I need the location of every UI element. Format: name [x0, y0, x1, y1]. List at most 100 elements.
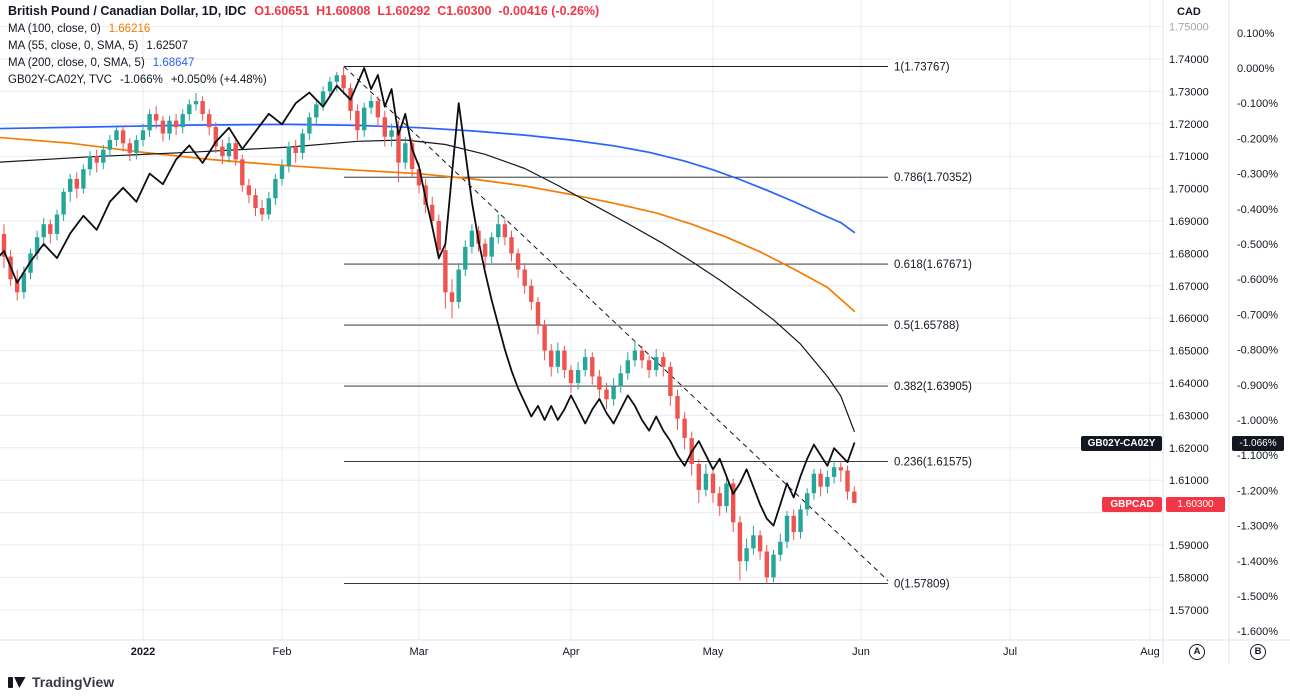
spread-value-badge: -1.066% [1232, 436, 1284, 451]
pct-tick-label[interactable]: -0.500% [1237, 239, 1278, 251]
pct-tick-label[interactable]: -0.400% [1237, 204, 1278, 216]
tradingview-logo[interactable]: TradingView [8, 674, 114, 690]
price-tick-label[interactable]: 1.61000 [1169, 475, 1209, 487]
candle-body [771, 554, 776, 578]
pct-tick-label[interactable]: -0.900% [1237, 380, 1278, 392]
pct-tick-label[interactable]: -1.200% [1237, 485, 1278, 497]
candle-body [611, 386, 616, 400]
candle-body [200, 101, 205, 115]
pct-tick-label[interactable]: 0.000% [1237, 63, 1275, 75]
price-scale-a-button[interactable]: A [1189, 644, 1205, 660]
candle-body [542, 324, 547, 351]
candle-body [61, 191, 66, 215]
candle-body [852, 491, 857, 503]
pct-tick-label[interactable]: -0.300% [1237, 169, 1278, 181]
price-tick-label[interactable]: 1.68000 [1169, 248, 1209, 260]
price-tick-label[interactable]: 1.72000 [1169, 119, 1209, 131]
price-tick-label[interactable]: 1.57000 [1169, 605, 1209, 617]
candle-body [307, 117, 312, 134]
price-tick-label[interactable]: 1.64000 [1169, 378, 1209, 390]
indicator-value: 1.62507 [146, 40, 188, 52]
price-tick-label[interactable]: 1.71000 [1169, 151, 1209, 163]
fib-level-label: 1(1.73767) [894, 62, 950, 74]
pct-tick-label[interactable]: -0.600% [1237, 274, 1278, 286]
pct-tick-label[interactable]: 0.100% [1237, 28, 1275, 40]
candle-body [253, 195, 258, 209]
legend-indicator-row-ma200[interactable]: MA (200, close, 0, SMA, 5) 1.68647 [8, 57, 599, 74]
candle-body [389, 130, 394, 137]
time-tick-label[interactable]: Jul [1003, 646, 1017, 658]
price-tick-label[interactable]: 1.58000 [1169, 572, 1209, 584]
candle-body [273, 178, 278, 199]
candle-body [167, 120, 172, 134]
candle-body [314, 104, 319, 118]
legend-symbol-row[interactable]: British Pound / Canadian Dollar, 1D, IDC… [8, 4, 599, 23]
ma-200-line[interactable] [0, 123, 856, 234]
pct-tick-label[interactable]: -1.500% [1237, 591, 1278, 603]
time-tick-label[interactable]: Aug [1140, 646, 1160, 658]
candle-body [160, 120, 166, 134]
time-tick-label[interactable]: Feb [273, 646, 292, 658]
pct-scale-b-button[interactable]: B [1250, 644, 1266, 660]
candle-body [220, 146, 225, 157]
candle-body [496, 224, 501, 238]
price-tick-label[interactable]: 1.65000 [1169, 346, 1209, 358]
price-tick-label[interactable]: 1.73000 [1169, 86, 1209, 98]
ohlc-low: L1.60292 [377, 4, 431, 18]
candle-body [784, 515, 790, 542]
indicator-label: GB02Y-CA02Y, TVC [8, 74, 112, 86]
ma-55-line[interactable] [0, 139, 855, 432]
pct-tick-label[interactable]: -0.100% [1237, 98, 1278, 110]
spread-line-gb02y-ca02y[interactable] [0, 67, 856, 527]
candle-body [293, 146, 298, 153]
trendline-dashed[interactable] [343, 66, 889, 581]
price-tick-label[interactable]: 1.62000 [1169, 443, 1209, 455]
candle-body [838, 467, 843, 471]
time-tick-label[interactable]: Mar [410, 646, 429, 658]
indicator-change: +0.050% (+4.48%) [170, 74, 267, 86]
pct-tick-label[interactable]: -1.600% [1237, 626, 1278, 638]
legend-indicator-row-ma100[interactable]: MA (100, close, 0) 1.66216 [8, 23, 599, 40]
pct-tick-label[interactable]: -1.000% [1237, 415, 1278, 427]
price-tick-label[interactable]: 1.74000 [1169, 54, 1209, 66]
price-tick-label[interactable]: 1.70000 [1169, 184, 1209, 196]
pct-tick-label[interactable]: -0.200% [1237, 133, 1278, 145]
candle-body [193, 101, 199, 105]
candle-body [646, 360, 652, 370]
candle-body [661, 357, 666, 367]
price-tick-label[interactable]: 1.69000 [1169, 216, 1209, 228]
candle-body [187, 104, 192, 115]
time-tick-label[interactable]: Apr [562, 646, 579, 658]
time-tick-label[interactable]: 2022 [131, 646, 155, 658]
candle-body [463, 246, 468, 270]
price-tick-label[interactable]: 1.66000 [1169, 313, 1209, 325]
pct-tick-label[interactable]: -1.100% [1237, 450, 1278, 462]
symbol-title: British Pound / Canadian Dollar, 1D, IDC [8, 4, 247, 18]
price-tick-label[interactable]: 1.67000 [1169, 281, 1209, 293]
time-tick-label[interactable]: Jun [852, 646, 870, 658]
candle-body [757, 535, 763, 552]
candle-body [94, 156, 99, 163]
pct-tick-label[interactable]: -0.800% [1237, 345, 1278, 357]
candle-body [180, 114, 185, 128]
candle-body [154, 114, 159, 121]
price-tick-label[interactable]: 1.63000 [1169, 410, 1209, 422]
candle-body [355, 110, 360, 131]
price-tick-label[interactable]: 1.75000 [1169, 22, 1209, 34]
candle-body [590, 357, 595, 377]
pct-tick-label[interactable]: -0.700% [1237, 309, 1278, 321]
candle-body [81, 169, 86, 189]
candle-body [396, 130, 401, 163]
time-tick-label[interactable]: May [703, 646, 724, 658]
price-tick-label[interactable]: 1.59000 [1169, 540, 1209, 552]
legend-indicator-row-ma55[interactable]: MA (55, close, 0, SMA, 5) 1.62507 [8, 40, 599, 57]
pct-tick-label[interactable]: -1.400% [1237, 556, 1278, 568]
indicator-value: 1.66216 [108, 23, 151, 35]
candle-body [213, 127, 218, 147]
candle-body [107, 140, 113, 150]
candle-body [535, 302, 541, 325]
legend-indicator-row-spread[interactable]: GB02Y-CA02Y, TVC -1.066% +0.050% (+4.48%… [8, 74, 599, 91]
candle-body [41, 224, 46, 238]
pct-tick-label[interactable]: -1.300% [1237, 521, 1278, 533]
